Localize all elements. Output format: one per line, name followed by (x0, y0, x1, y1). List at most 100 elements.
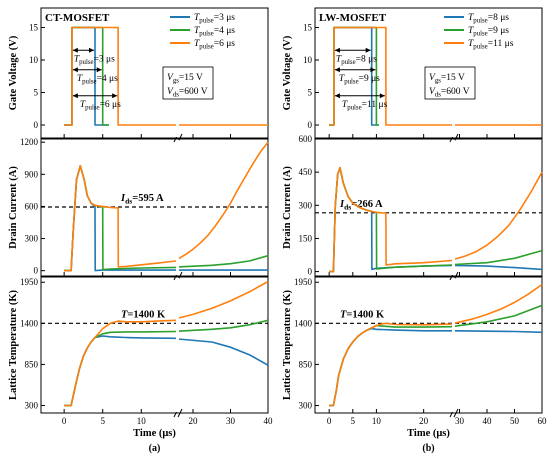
y-tick-label: 1950 (294, 277, 313, 287)
axis-break (177, 408, 183, 418)
series-line-2 (329, 166, 543, 273)
x-axis-label: Time (μs) (407, 428, 450, 439)
reference-label: Ids=595 A (120, 193, 164, 206)
x-tick-label: 5 (100, 416, 105, 426)
x-tick-label: 40 (483, 416, 493, 426)
condition-vgs: Vgs=15 V (167, 73, 203, 85)
panel-frame (314, 7, 543, 139)
series-line-2 (64, 26, 268, 126)
y-axis-label: Gate Voltage (V) (8, 35, 19, 110)
legend-entry: Tpulse=6 μs (194, 39, 235, 51)
pulse-label: Tpulse=6 μs (80, 100, 121, 112)
y-tick-label: 0 (308, 120, 313, 130)
pulse-label: Tpulse=3 μs (74, 54, 115, 66)
x-tick-label: 5 (351, 416, 356, 426)
y-tick-label: 10 (303, 55, 313, 65)
y-tick-label: 1950 (20, 277, 39, 287)
arrow-head (72, 93, 78, 99)
panel-a-1: 0 300 600 900 1200 Drain Current (A) Ids=595 A (8, 137, 269, 281)
axis-break (453, 408, 459, 418)
series-line-0 (64, 335, 269, 407)
y-tick-label: 900 (25, 169, 39, 179)
arrow-head (72, 67, 78, 73)
arrow-head (96, 67, 102, 73)
y-tick-label: 600 (299, 134, 313, 144)
arrow-head (72, 47, 78, 53)
panel-frame (314, 276, 543, 414)
subfigure-label: (b) (422, 443, 434, 454)
arrow-head (370, 67, 376, 73)
reference-label: Ids=266 A (339, 199, 383, 212)
condition-vds: Vds=600 V (429, 87, 470, 99)
break-gap (452, 140, 455, 275)
legend-entry: Tpulse=8 μs (468, 13, 509, 25)
arrow-head (334, 47, 340, 53)
reference-label: T=1400 K (340, 309, 385, 320)
series-line-0 (64, 165, 268, 272)
legend-entry: Tpulse=9 μs (468, 26, 509, 38)
y-tick-label: 1200 (20, 137, 39, 147)
y-tick-label: 300 (299, 401, 313, 411)
y-tick-label: 300 (25, 234, 39, 244)
series-line-2 (64, 280, 269, 407)
subfigure-label: (a) (149, 443, 161, 454)
x-tick-label: 20 (419, 416, 429, 426)
condition-box (162, 66, 214, 100)
panel-frame (40, 7, 269, 139)
break-gap (176, 278, 179, 412)
y-axis-label: Drain Current (A) (8, 166, 19, 249)
chart-title: LW-MOSFET (319, 12, 387, 24)
y-tick-label: 150 (299, 233, 313, 243)
y-tick-label: 1400 (294, 318, 313, 328)
x-tick-label: 10 (137, 416, 147, 426)
legend-entry: Tpulse=11 μs (468, 39, 514, 51)
series-line-0 (329, 327, 543, 407)
series-line-0 (329, 166, 543, 273)
pulse-label: Tpulse=8 μs (336, 54, 377, 66)
y-tick-label: 850 (299, 359, 313, 369)
reference-label: T=1400 K (121, 309, 166, 320)
chart-title: CT-MOSFET (45, 12, 110, 24)
x-tick-label: 60 (538, 416, 548, 426)
arrow-head (365, 47, 371, 53)
condition-box (424, 66, 476, 100)
arrow-head (112, 93, 118, 99)
x-tick-label: 40 (264, 416, 274, 426)
series-line-2 (64, 141, 269, 272)
y-tick-label: 600 (25, 201, 39, 211)
arrow-head (334, 67, 340, 73)
x-tick-label: 20 (189, 416, 199, 426)
y-axis-label: Drain Current (A) (282, 166, 293, 249)
legend-entry: Tpulse=4 μs (194, 26, 235, 38)
series-line-1 (329, 166, 543, 273)
y-axis-label: Lattice Temperature (K) (8, 289, 19, 400)
x-tick-label: 50 (510, 416, 520, 426)
break-gap (452, 278, 455, 412)
y-tick-label: 1400 (20, 318, 39, 328)
y-axis-label: Lattice Temperature (K) (282, 289, 293, 400)
x-tick-label: 30 (226, 416, 236, 426)
break-gap (176, 140, 179, 275)
arrow-head (379, 93, 385, 99)
arrow-head (334, 93, 340, 99)
y-tick-label: 450 (299, 167, 313, 177)
series-line-1 (64, 319, 269, 407)
y-tick-label: 0 (34, 266, 39, 276)
condition-vgs: Vgs=15 V (429, 73, 465, 85)
panel-b-1: 0 150 300 450 600 Drain Current (A) Ids=266 A (282, 134, 543, 281)
y-tick-label: 0 (34, 120, 39, 130)
condition-vds: Vds=600 V (167, 87, 208, 99)
y-tick-label: 5 (308, 88, 313, 98)
y-tick-label: 10 (29, 55, 39, 65)
x-tick-label: 0 (327, 416, 332, 426)
y-tick-label: 0 (308, 267, 313, 277)
panel-frame (314, 138, 543, 277)
legend-entry: Tpulse=3 μs (194, 13, 235, 25)
y-tick-label: 15 (303, 23, 313, 33)
